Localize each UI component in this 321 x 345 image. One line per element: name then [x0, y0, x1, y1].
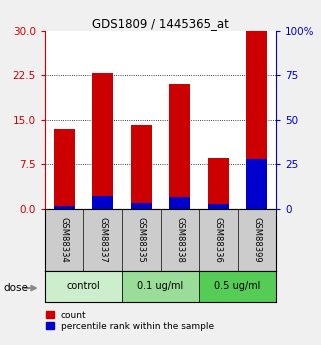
- Text: GSM88337: GSM88337: [98, 217, 107, 263]
- Bar: [122, 271, 199, 302]
- Bar: [169, 85, 190, 209]
- Text: GSM88338: GSM88338: [175, 217, 184, 263]
- Title: GDS1809 / 1445365_at: GDS1809 / 1445365_at: [92, 17, 229, 30]
- Bar: [54, 206, 75, 209]
- Legend: count, percentile rank within the sample: count, percentile rank within the sample: [45, 310, 215, 332]
- Bar: [54, 129, 75, 209]
- Text: 0.1 ug/ml: 0.1 ug/ml: [137, 282, 184, 291]
- Text: GSM88399: GSM88399: [252, 217, 261, 263]
- Text: GSM88336: GSM88336: [214, 217, 223, 263]
- Bar: [246, 31, 267, 209]
- Bar: [208, 204, 229, 209]
- Bar: [131, 204, 152, 209]
- Text: 0.5 ug/ml: 0.5 ug/ml: [214, 282, 261, 291]
- Bar: [92, 196, 113, 209]
- Text: GSM88335: GSM88335: [137, 217, 146, 263]
- Bar: [199, 271, 276, 302]
- Text: GSM88334: GSM88334: [60, 217, 69, 263]
- Bar: [169, 197, 190, 209]
- Bar: [208, 158, 229, 209]
- Bar: [131, 125, 152, 209]
- Text: control: control: [66, 282, 100, 291]
- Text: dose: dose: [3, 283, 28, 293]
- Bar: [92, 72, 113, 209]
- Bar: [246, 159, 267, 209]
- Bar: [45, 271, 122, 302]
